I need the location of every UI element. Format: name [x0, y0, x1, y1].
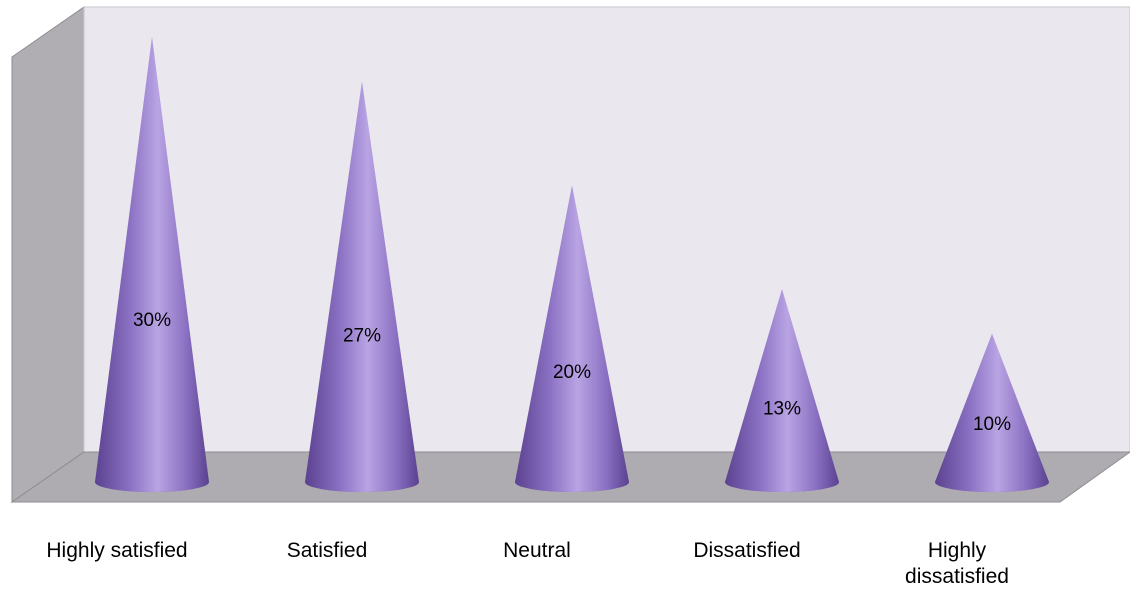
cone-bar-3	[725, 289, 839, 492]
x-tick-label-2: Neutral	[503, 539, 571, 562]
data-label-4: 10%	[973, 414, 1011, 435]
data-label-0: 30%	[133, 310, 171, 331]
x-tick-label-1: Satisfied	[286, 539, 368, 562]
x-tick-label-3: Dissatisfied	[693, 539, 801, 562]
cone-bar-2	[515, 185, 629, 492]
cone-bar-0	[95, 36, 209, 492]
data-label-1: 27%	[343, 326, 381, 347]
x-tick-label-0: Highly satisfied	[46, 539, 188, 562]
x-tick-label-4: Highly dissatisfied	[905, 539, 1009, 588]
side-wall	[11, 6, 85, 503]
data-label-3: 13%	[763, 398, 801, 419]
cone-bar-1	[305, 81, 419, 492]
cone-bar-4	[935, 333, 1049, 492]
data-label-2: 20%	[553, 362, 591, 383]
